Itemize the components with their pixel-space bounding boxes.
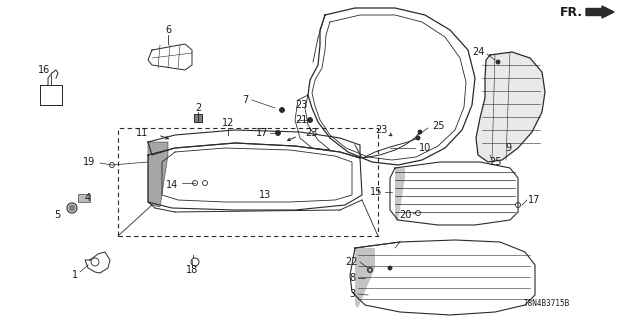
Text: T8N4B3715B: T8N4B3715B — [524, 299, 570, 308]
Text: 7: 7 — [242, 95, 248, 105]
Text: 25: 25 — [432, 121, 445, 131]
Text: 17: 17 — [528, 195, 540, 205]
Text: 9: 9 — [505, 143, 511, 153]
Text: 16: 16 — [38, 65, 50, 75]
Text: 14: 14 — [166, 180, 178, 190]
Polygon shape — [355, 248, 375, 308]
Bar — [118, 128, 378, 236]
Text: 1: 1 — [72, 270, 78, 280]
Text: FR.: FR. — [560, 5, 583, 19]
FancyArrow shape — [586, 6, 614, 18]
Circle shape — [275, 131, 280, 135]
Text: 24: 24 — [472, 47, 485, 57]
Text: 25: 25 — [489, 157, 501, 167]
Text: 3: 3 — [349, 289, 355, 299]
Polygon shape — [148, 142, 168, 207]
Text: 2: 2 — [195, 103, 201, 113]
Text: 23: 23 — [376, 125, 388, 135]
Text: 6: 6 — [165, 25, 171, 35]
Text: 12: 12 — [222, 118, 234, 128]
Circle shape — [416, 136, 420, 140]
Bar — [78, 194, 90, 202]
Text: 13: 13 — [259, 190, 271, 200]
Text: 17: 17 — [255, 128, 268, 138]
Circle shape — [69, 205, 75, 211]
Text: 15: 15 — [370, 187, 382, 197]
Polygon shape — [395, 168, 405, 222]
Bar — [194, 114, 202, 122]
Text: 23: 23 — [295, 100, 307, 110]
Text: 23: 23 — [305, 128, 317, 138]
Polygon shape — [476, 52, 545, 162]
Text: 4: 4 — [85, 193, 91, 203]
Circle shape — [418, 130, 422, 134]
Text: 8: 8 — [349, 273, 355, 283]
Text: 11: 11 — [136, 128, 148, 138]
Text: 21: 21 — [295, 115, 307, 125]
Text: 5: 5 — [54, 210, 60, 220]
Circle shape — [496, 60, 500, 64]
Text: 19: 19 — [83, 157, 95, 167]
Text: 22: 22 — [346, 257, 358, 267]
Text: 18: 18 — [186, 265, 198, 275]
Text: 10: 10 — [419, 143, 431, 153]
Text: 20: 20 — [399, 210, 412, 220]
Circle shape — [307, 117, 312, 123]
Circle shape — [280, 108, 285, 113]
Circle shape — [388, 266, 392, 270]
